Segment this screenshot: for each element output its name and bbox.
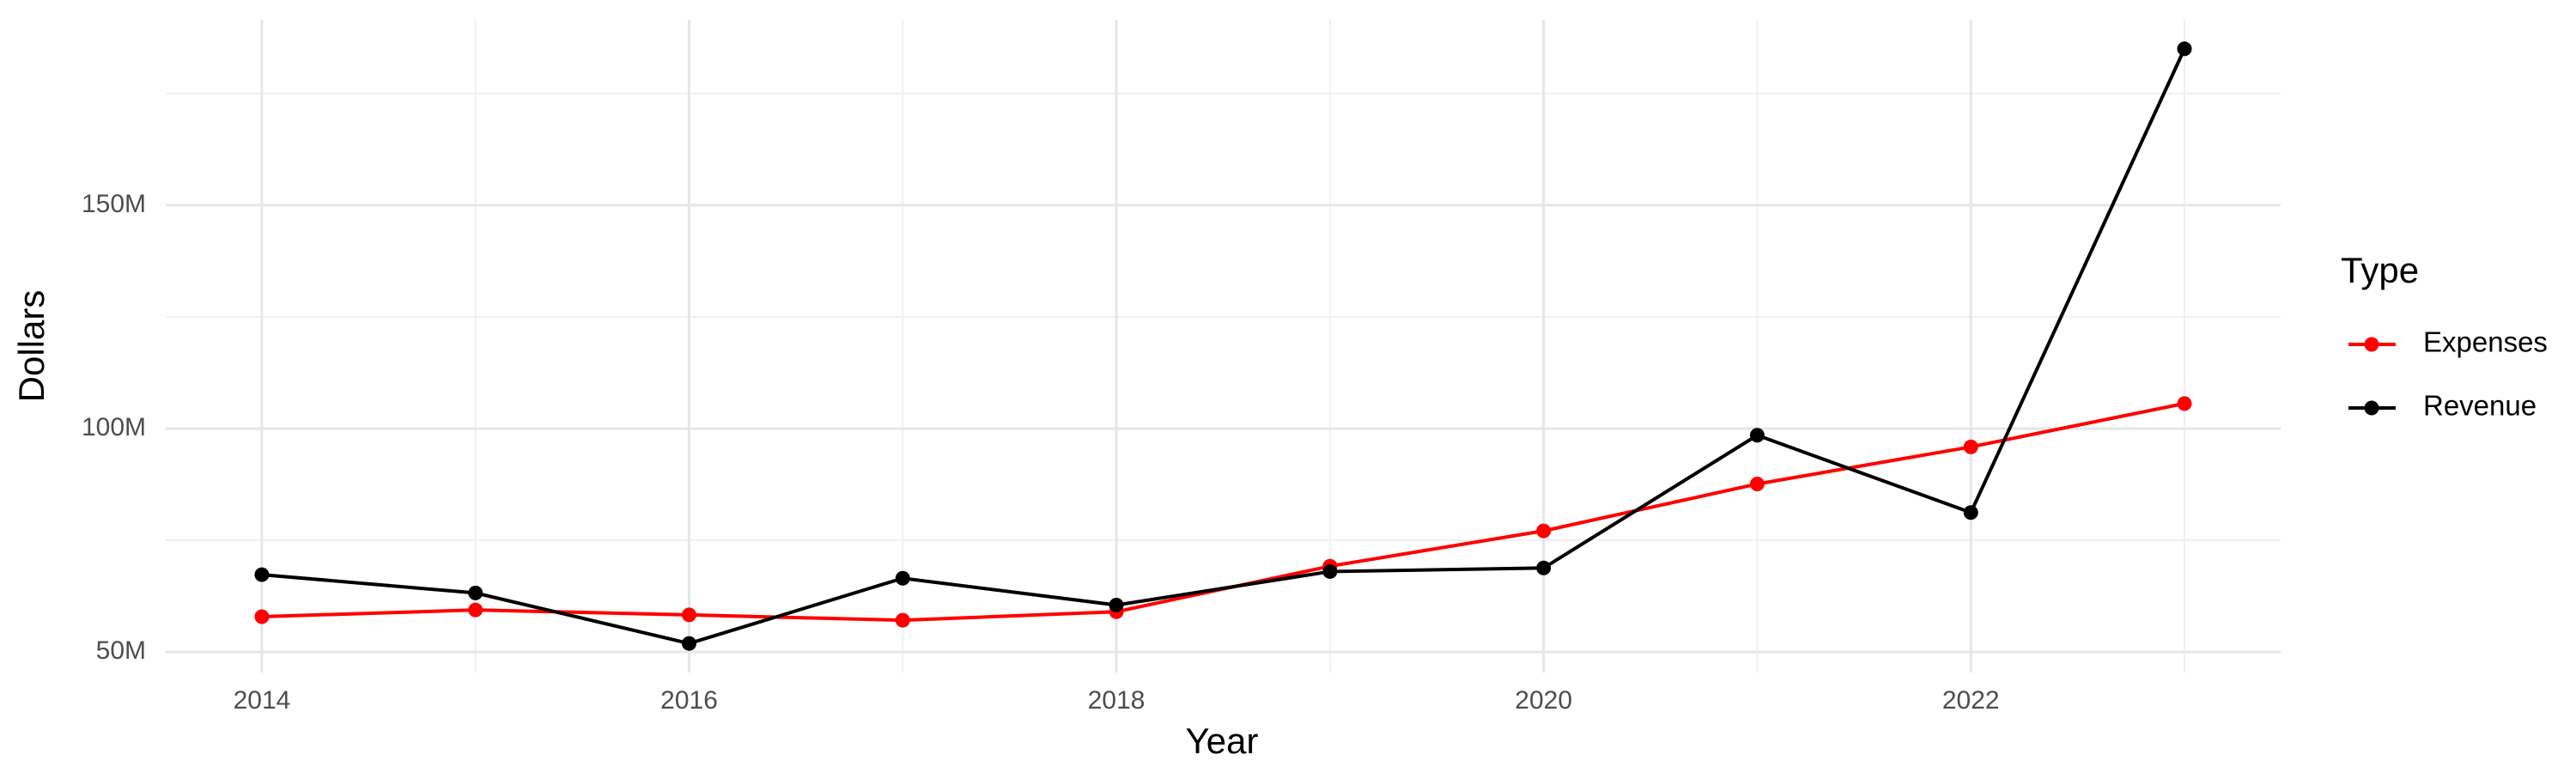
data-point: [682, 607, 697, 623]
x-tick-label: 2016: [660, 686, 718, 715]
data-point: [2177, 396, 2192, 411]
data-point: [254, 567, 270, 582]
series-line: [261, 47, 2186, 646]
legend-label: Expenses: [2423, 326, 2548, 358]
data-point: [1322, 563, 1338, 579]
legend-point: [2364, 400, 2379, 416]
data-point: [468, 585, 483, 600]
data-point: [254, 609, 270, 624]
data-point: [468, 602, 483, 618]
y-axis-title: Dollars: [11, 290, 52, 403]
x-tick-label: 2022: [1942, 686, 2000, 715]
data-point: [1536, 523, 1552, 539]
x-tick-label: 2014: [234, 686, 291, 715]
data-point: [1536, 560, 1552, 575]
y-tick-label: 150M: [82, 190, 146, 218]
y-tick-label: 100M: [82, 413, 146, 441]
data-point: [1749, 428, 1765, 443]
legend-title: Type: [2341, 250, 2419, 290]
x-tick-label: 2018: [1088, 686, 1145, 715]
legend-label: Revenue: [2423, 390, 2537, 422]
data-point: [1963, 439, 1978, 454]
data-point: [1749, 476, 1765, 491]
data-point: [1963, 505, 1978, 520]
data-point: [1109, 597, 1124, 612]
y-tick-label: 50M: [96, 636, 146, 665]
data-point: [895, 570, 910, 586]
data-point: [895, 612, 910, 628]
data-point: [682, 636, 697, 651]
x-axis-title: Year: [1186, 721, 1259, 761]
x-tick-label: 2020: [1515, 686, 1572, 715]
legend-point: [2364, 337, 2379, 352]
data-point: [2177, 41, 2192, 57]
